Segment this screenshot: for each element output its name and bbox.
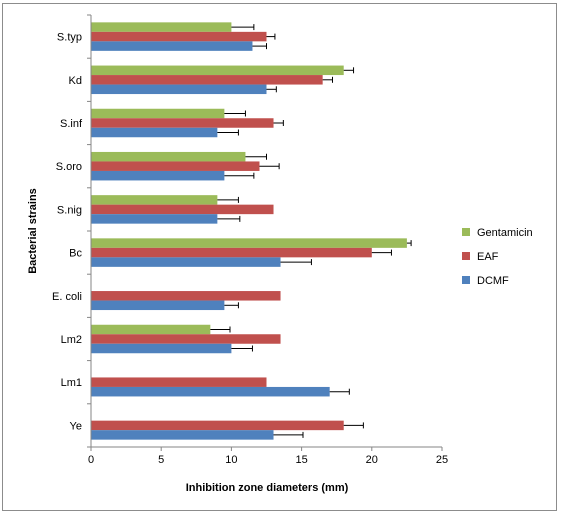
- bars-group: [91, 22, 407, 440]
- bar-gentamicin-0: [91, 22, 232, 32]
- ticks-group: 0 5 10 15 20 25: [87, 14, 448, 466]
- bar-eaf-4: [91, 204, 274, 215]
- x-tick-label: 20: [366, 454, 378, 466]
- bar-eaf-3: [91, 161, 260, 171]
- legend-label-dcmf: DCMF: [477, 275, 509, 287]
- bar-dcmf-0: [91, 41, 253, 51]
- legend: Gentamicin EAF DCMF: [462, 227, 533, 287]
- legend-label-gentamicin: Gentamicin: [477, 227, 533, 239]
- x-tick-label: 5: [158, 454, 164, 466]
- bar-gentamicin-4: [91, 195, 218, 205]
- bar-gentamicin-5: [91, 238, 407, 248]
- category-label: Ye: [70, 420, 82, 432]
- bar-dcmf-7: [91, 343, 232, 354]
- category-label: Bc: [69, 248, 82, 260]
- legend-swatch-eaf: [462, 252, 470, 260]
- bar-eaf-8: [91, 377, 267, 387]
- bar-eaf-0: [91, 31, 267, 42]
- category-label: E. coli: [52, 291, 82, 303]
- category-label: S.typ: [57, 32, 82, 44]
- bar-eaf-2: [91, 118, 274, 128]
- category-label: S.nig: [57, 204, 82, 216]
- category-label: S.oro: [56, 161, 82, 173]
- category-labels-group: S.typ Kd S.inf S.oro S.nig Bc E. coli Lm2 Lm1 Ye: [52, 32, 83, 433]
- bar-dcmf-6: [91, 300, 225, 311]
- legend-swatch-gentamicin: [462, 228, 470, 236]
- x-tick-label: 25: [436, 454, 448, 466]
- bar-gentamicin-7: [91, 324, 211, 335]
- x-tick-label: 15: [295, 454, 307, 466]
- legend-label-eaf: EAF: [477, 251, 499, 263]
- category-label: Lm2: [61, 334, 82, 346]
- bar-eaf-7: [91, 334, 281, 344]
- x-tick-label: 0: [88, 454, 94, 466]
- bar-dcmf-5: [91, 257, 281, 267]
- y-axis-title: Bacterial strains: [27, 188, 39, 274]
- bar-eaf-9: [91, 420, 344, 431]
- bar-dcmf-9: [91, 430, 274, 440]
- bar-dcmf-1: [91, 84, 267, 95]
- bar-gentamicin-3: [91, 151, 246, 162]
- bar-dcmf-2: [91, 127, 218, 138]
- category-label: S.inf: [60, 118, 83, 130]
- bar-eaf-6: [91, 291, 281, 301]
- bar-gentamicin-2: [91, 108, 225, 119]
- category-label: Lm1: [61, 377, 82, 389]
- x-tick-label: 10: [225, 454, 237, 466]
- bar-eaf-1: [91, 75, 323, 85]
- bar-dcmf-3: [91, 170, 225, 181]
- x-axis-title: Inhibition zone diameters (mm): [186, 482, 349, 494]
- legend-swatch-dcmf: [462, 276, 470, 284]
- category-label: Kd: [69, 75, 82, 87]
- bar-eaf-5: [91, 247, 372, 258]
- bar-dcmf-4: [91, 214, 218, 224]
- error-bars-group: [210, 24, 412, 438]
- bar-dcmf-8: [91, 386, 330, 397]
- bar-gentamicin-1: [91, 65, 344, 76]
